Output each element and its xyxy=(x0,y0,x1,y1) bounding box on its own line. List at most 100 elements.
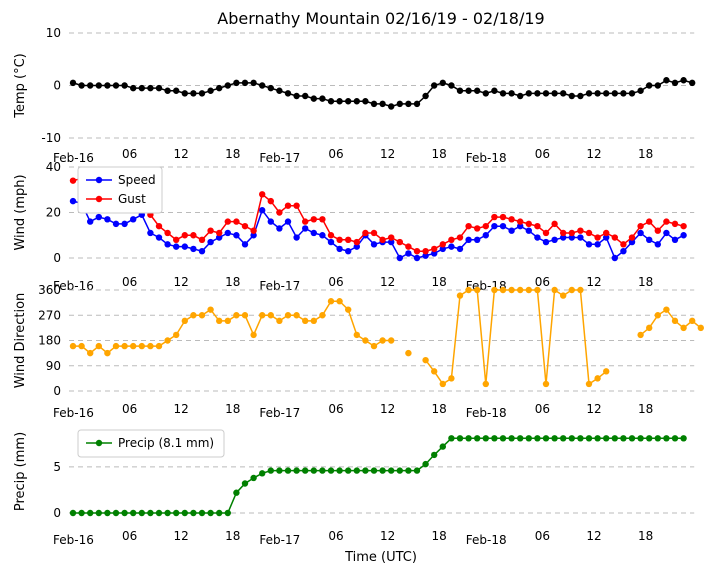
dir-point xyxy=(284,312,292,319)
wind-point xyxy=(456,245,464,253)
dir-y-axis-label: Wind Direction xyxy=(13,293,28,389)
wind-point xyxy=(474,236,481,243)
wind-point xyxy=(336,245,343,253)
dir-point xyxy=(517,286,524,294)
temp-point xyxy=(689,79,696,87)
wind-point xyxy=(551,236,558,243)
wind-point xyxy=(603,229,610,237)
precip-point xyxy=(474,435,481,442)
temp-point xyxy=(207,87,214,94)
wind-point xyxy=(207,238,214,246)
dir-x-tick-label: 12 xyxy=(174,402,189,416)
temp-point xyxy=(534,90,541,97)
dir-x-tick-label: 18 xyxy=(638,402,653,416)
dir-point xyxy=(267,312,274,319)
temp-point xyxy=(233,79,240,87)
dir-x-tick-label: Feb-18 xyxy=(466,406,507,420)
temp-point xyxy=(241,79,249,87)
precip-point xyxy=(147,509,154,517)
wind-point xyxy=(181,243,188,250)
precip-point xyxy=(422,460,429,468)
dir-point xyxy=(448,375,455,382)
dir-point xyxy=(155,342,163,350)
temp-point xyxy=(431,82,438,89)
dir-point xyxy=(534,286,541,294)
precip-point xyxy=(620,435,627,442)
wind-point xyxy=(594,241,601,248)
dir-y-tick-label: 270 xyxy=(38,308,61,322)
precip-point xyxy=(138,509,145,517)
precip-point xyxy=(379,467,386,474)
dir-y-tick-label: 180 xyxy=(38,334,61,348)
dir-point xyxy=(164,337,171,344)
precip-point xyxy=(508,435,515,442)
dir-point xyxy=(327,298,335,305)
wind-line xyxy=(72,177,684,252)
precip-point xyxy=(482,435,489,442)
precip-point xyxy=(302,467,309,474)
wind-point xyxy=(474,225,481,232)
wind-point xyxy=(646,236,653,243)
wind-point xyxy=(628,238,636,246)
wind-point xyxy=(276,209,283,216)
wind-point xyxy=(671,236,679,243)
wind-point xyxy=(198,236,206,243)
temp-point xyxy=(542,90,550,97)
wind-point xyxy=(233,232,240,239)
temp-point xyxy=(250,79,257,87)
wind-point xyxy=(319,232,326,239)
precip-point xyxy=(87,509,94,517)
dir-point xyxy=(78,342,85,350)
wind-point xyxy=(345,247,352,255)
dir-x-tick-label: Feb-17 xyxy=(259,406,300,420)
precip-y-tick-label: 0 xyxy=(53,506,61,520)
wind-point xyxy=(190,245,197,253)
wind-point xyxy=(388,238,395,246)
wind-point xyxy=(551,220,558,228)
wind-point xyxy=(302,218,309,225)
temp-point xyxy=(611,90,618,97)
precip-y-axis-label: Precip (mm) xyxy=(13,432,28,511)
wind-point xyxy=(525,227,532,234)
precip-point xyxy=(216,509,223,517)
wind-point xyxy=(620,241,627,248)
wind-point xyxy=(293,202,300,209)
dir-series-direction xyxy=(69,286,704,388)
wind-point xyxy=(241,241,249,248)
temp-x-tick-label: 18 xyxy=(638,147,653,161)
temp-point xyxy=(577,92,584,100)
wind-point xyxy=(336,236,343,243)
wind-point xyxy=(508,227,515,234)
precip-point xyxy=(594,435,601,442)
wind-point xyxy=(121,220,128,228)
temp-x-tick-label: 06 xyxy=(122,147,137,161)
wind-legend-marker xyxy=(95,195,103,203)
precip-x-tick-label: 18 xyxy=(225,529,240,543)
wind-point xyxy=(499,213,507,221)
temp-point xyxy=(78,82,85,89)
dir-point xyxy=(302,317,309,325)
temp-point xyxy=(560,90,567,97)
precip-point xyxy=(353,467,360,474)
precip-point xyxy=(431,451,438,459)
temp-point xyxy=(405,100,412,108)
temp-x-tick-label: 12 xyxy=(380,147,395,161)
wind-point xyxy=(628,234,636,241)
wind-point xyxy=(491,222,498,230)
wind-point xyxy=(207,227,214,234)
temp-point xyxy=(474,87,481,94)
temp-point xyxy=(465,87,472,94)
temp-point xyxy=(551,90,558,97)
temp-point xyxy=(336,98,343,105)
dir-point xyxy=(293,312,300,319)
wind-point xyxy=(173,236,180,243)
precip-point xyxy=(517,435,524,442)
wind-y-axis-label: Wind (mph) xyxy=(13,174,28,250)
temp-point xyxy=(173,87,180,94)
temp-point xyxy=(499,90,507,97)
wind-point xyxy=(112,220,120,228)
precip-point xyxy=(241,480,249,487)
precip-point xyxy=(198,509,206,517)
wind-x-tick-label: 06 xyxy=(122,275,137,289)
temp-point xyxy=(181,90,188,97)
